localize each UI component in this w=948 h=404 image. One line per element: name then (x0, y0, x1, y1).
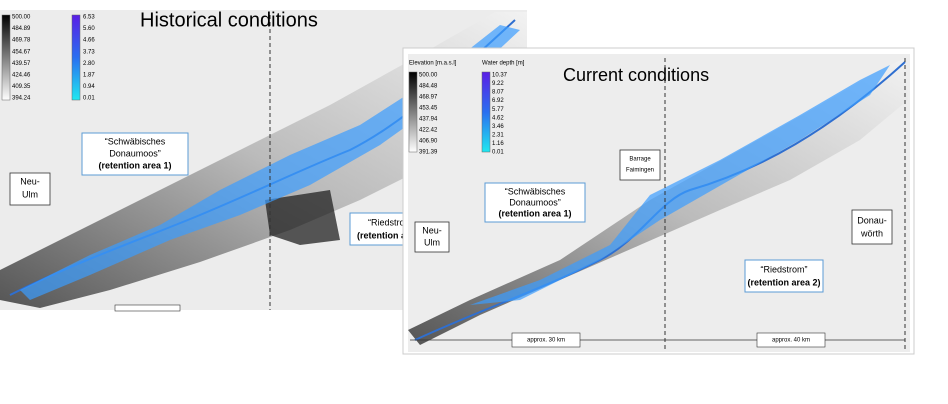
annotation: “Schwäbisches (505, 186, 566, 196)
depth-legend: 10.37 9.22 8.07 6.92 5.77 4.62 3.46 2.31 1.16 0.0… (492, 73, 508, 156)
legend-label: 469.78 (12, 38, 31, 44)
legend-label: 0.94 (83, 84, 95, 90)
legend-label: 1.16 (492, 141, 504, 147)
scale-label: approx. 40 km (772, 338, 810, 344)
elevation-legend: 500.00 484.89 469.78 454.67 439.57 424.46 409.… (12, 15, 31, 102)
legend-label: 2.31 (492, 132, 504, 138)
annotation-box (81, 132, 189, 176)
box-edge (114, 304, 181, 312)
legend-label: 8.07 (492, 90, 504, 96)
legend-label: 5.77 (492, 107, 504, 113)
elevation-colorbar (408, 71, 418, 153)
scale-box (756, 332, 826, 348)
annotation: “Schwäbisches (105, 136, 166, 146)
annotation: (retention area (357, 230, 421, 240)
annotation: Neu- (422, 225, 442, 235)
current-panel: Elevation [m.a.s.l] Water depth [m] 500.… (402, 47, 915, 355)
annotation-box (744, 259, 824, 293)
legend-label: 424.46 (12, 72, 31, 78)
legend-label: 484.48 (419, 84, 438, 90)
legend-label: 437.94 (419, 117, 438, 123)
annotation: Neu- (20, 176, 40, 186)
annotation: (retention area 1) (98, 160, 171, 170)
legend-label: 10.37 (492, 73, 508, 79)
scale-box (511, 332, 581, 348)
legend-label: 453.45 (419, 106, 438, 112)
annotation: Ulm (22, 189, 38, 199)
annotation: wörth (860, 228, 883, 238)
terrain (0, 12, 527, 308)
scale-label: approx. 30 km (527, 338, 565, 344)
legend-label: 406.90 (419, 139, 438, 145)
annotation: “Riedstrom (368, 217, 412, 227)
legend-label: 2.80 (83, 61, 95, 67)
annotation-box (851, 209, 893, 245)
legend-label: 0.01 (492, 150, 504, 156)
legend-title: Elevation [m.a.s.l] (409, 61, 457, 67)
annotation: Donaumoos” (509, 197, 561, 207)
annotation: Donau- (857, 215, 887, 225)
legend-label: 4.66 (83, 38, 95, 44)
depth-colorbar (71, 14, 81, 101)
elevation-colorbar (1, 14, 11, 101)
annotation: (retention area 2) (747, 277, 820, 287)
annotation-box (9, 172, 51, 206)
annotation: Donaumoos” (109, 148, 161, 158)
depth-legend: 6.53 5.60 4.66 3.73 2.80 1.87 0.94 0.01 (83, 15, 95, 102)
legend-label: 3.73 (83, 49, 95, 55)
legend-label: 422.42 (419, 128, 438, 134)
annotation: Faimingen (626, 168, 654, 174)
legend-label: 391.39 (419, 150, 438, 156)
legend-label: 484.89 (12, 26, 31, 32)
legend-label: 6.92 (492, 98, 504, 104)
panel-title: Historical conditions (140, 9, 318, 31)
legend-label: 454.67 (12, 49, 31, 55)
legend-label: 500.00 (419, 73, 438, 79)
flood-area (470, 65, 890, 305)
legend-label: 5.60 (83, 26, 95, 32)
legend-label: 439.57 (12, 61, 31, 67)
legend-title: Water depth [m] (482, 61, 525, 67)
panel-title: Current conditions (563, 65, 709, 85)
depth-colorbar (481, 71, 491, 153)
legend-label: 4.62 (492, 115, 504, 121)
legend-label: 9.22 (492, 81, 504, 87)
legend-label: 394.24 (12, 96, 31, 102)
annotation: Barrage (629, 157, 651, 163)
elevation-legend: 500.00 484.48 468.97 453.45 437.94 422.42 406.… (419, 73, 438, 156)
annotation-box (484, 182, 586, 223)
annotation: (retention area 1) (498, 208, 571, 218)
legend-label: 3.46 (492, 124, 504, 130)
annotation-box (414, 221, 450, 253)
annotation: Ulm (424, 237, 440, 247)
legend-label: 500.00 (12, 15, 31, 21)
annotation-box (619, 149, 661, 181)
legend-label: 0.01 (83, 96, 95, 102)
legend-label: 468.97 (419, 95, 438, 101)
legend-label: 409.35 (12, 84, 31, 90)
legend-label: 6.53 (83, 15, 95, 21)
annotation: “Riedstrom” (760, 264, 807, 274)
legend-label: 1.87 (83, 72, 95, 78)
terrain-dark (265, 190, 340, 245)
